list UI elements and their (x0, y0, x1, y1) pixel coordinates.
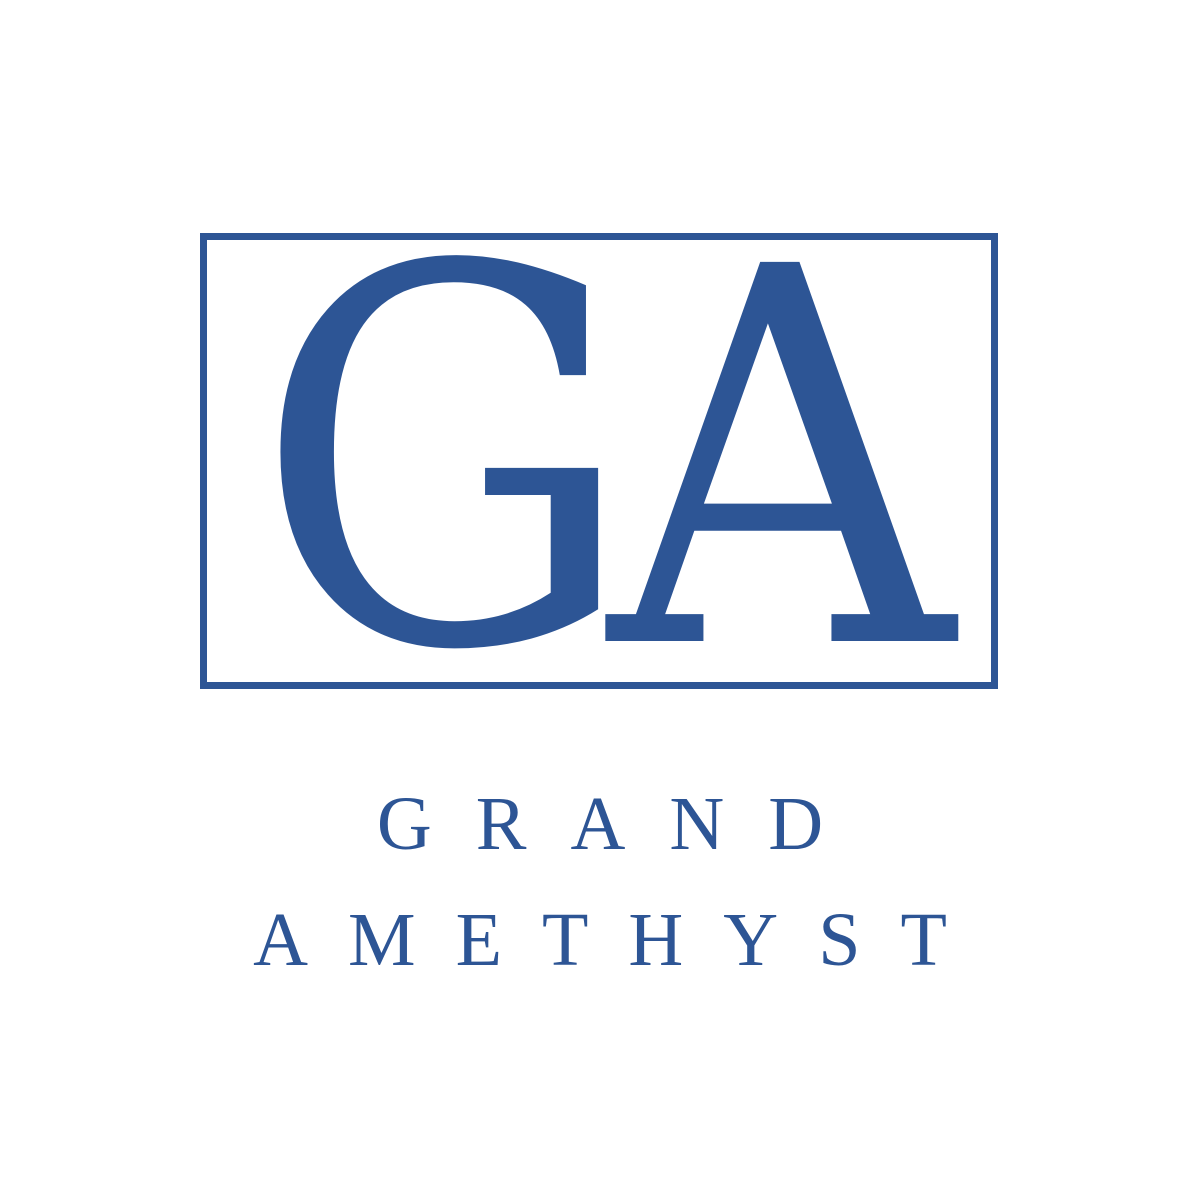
monogram-letters: GA (253, 158, 954, 764)
wordmark-line-amethyst: AMETHYST (253, 898, 987, 982)
wordmark-line-grand: GRAND (376, 782, 868, 866)
monogram-frame: GA (200, 158, 998, 764)
